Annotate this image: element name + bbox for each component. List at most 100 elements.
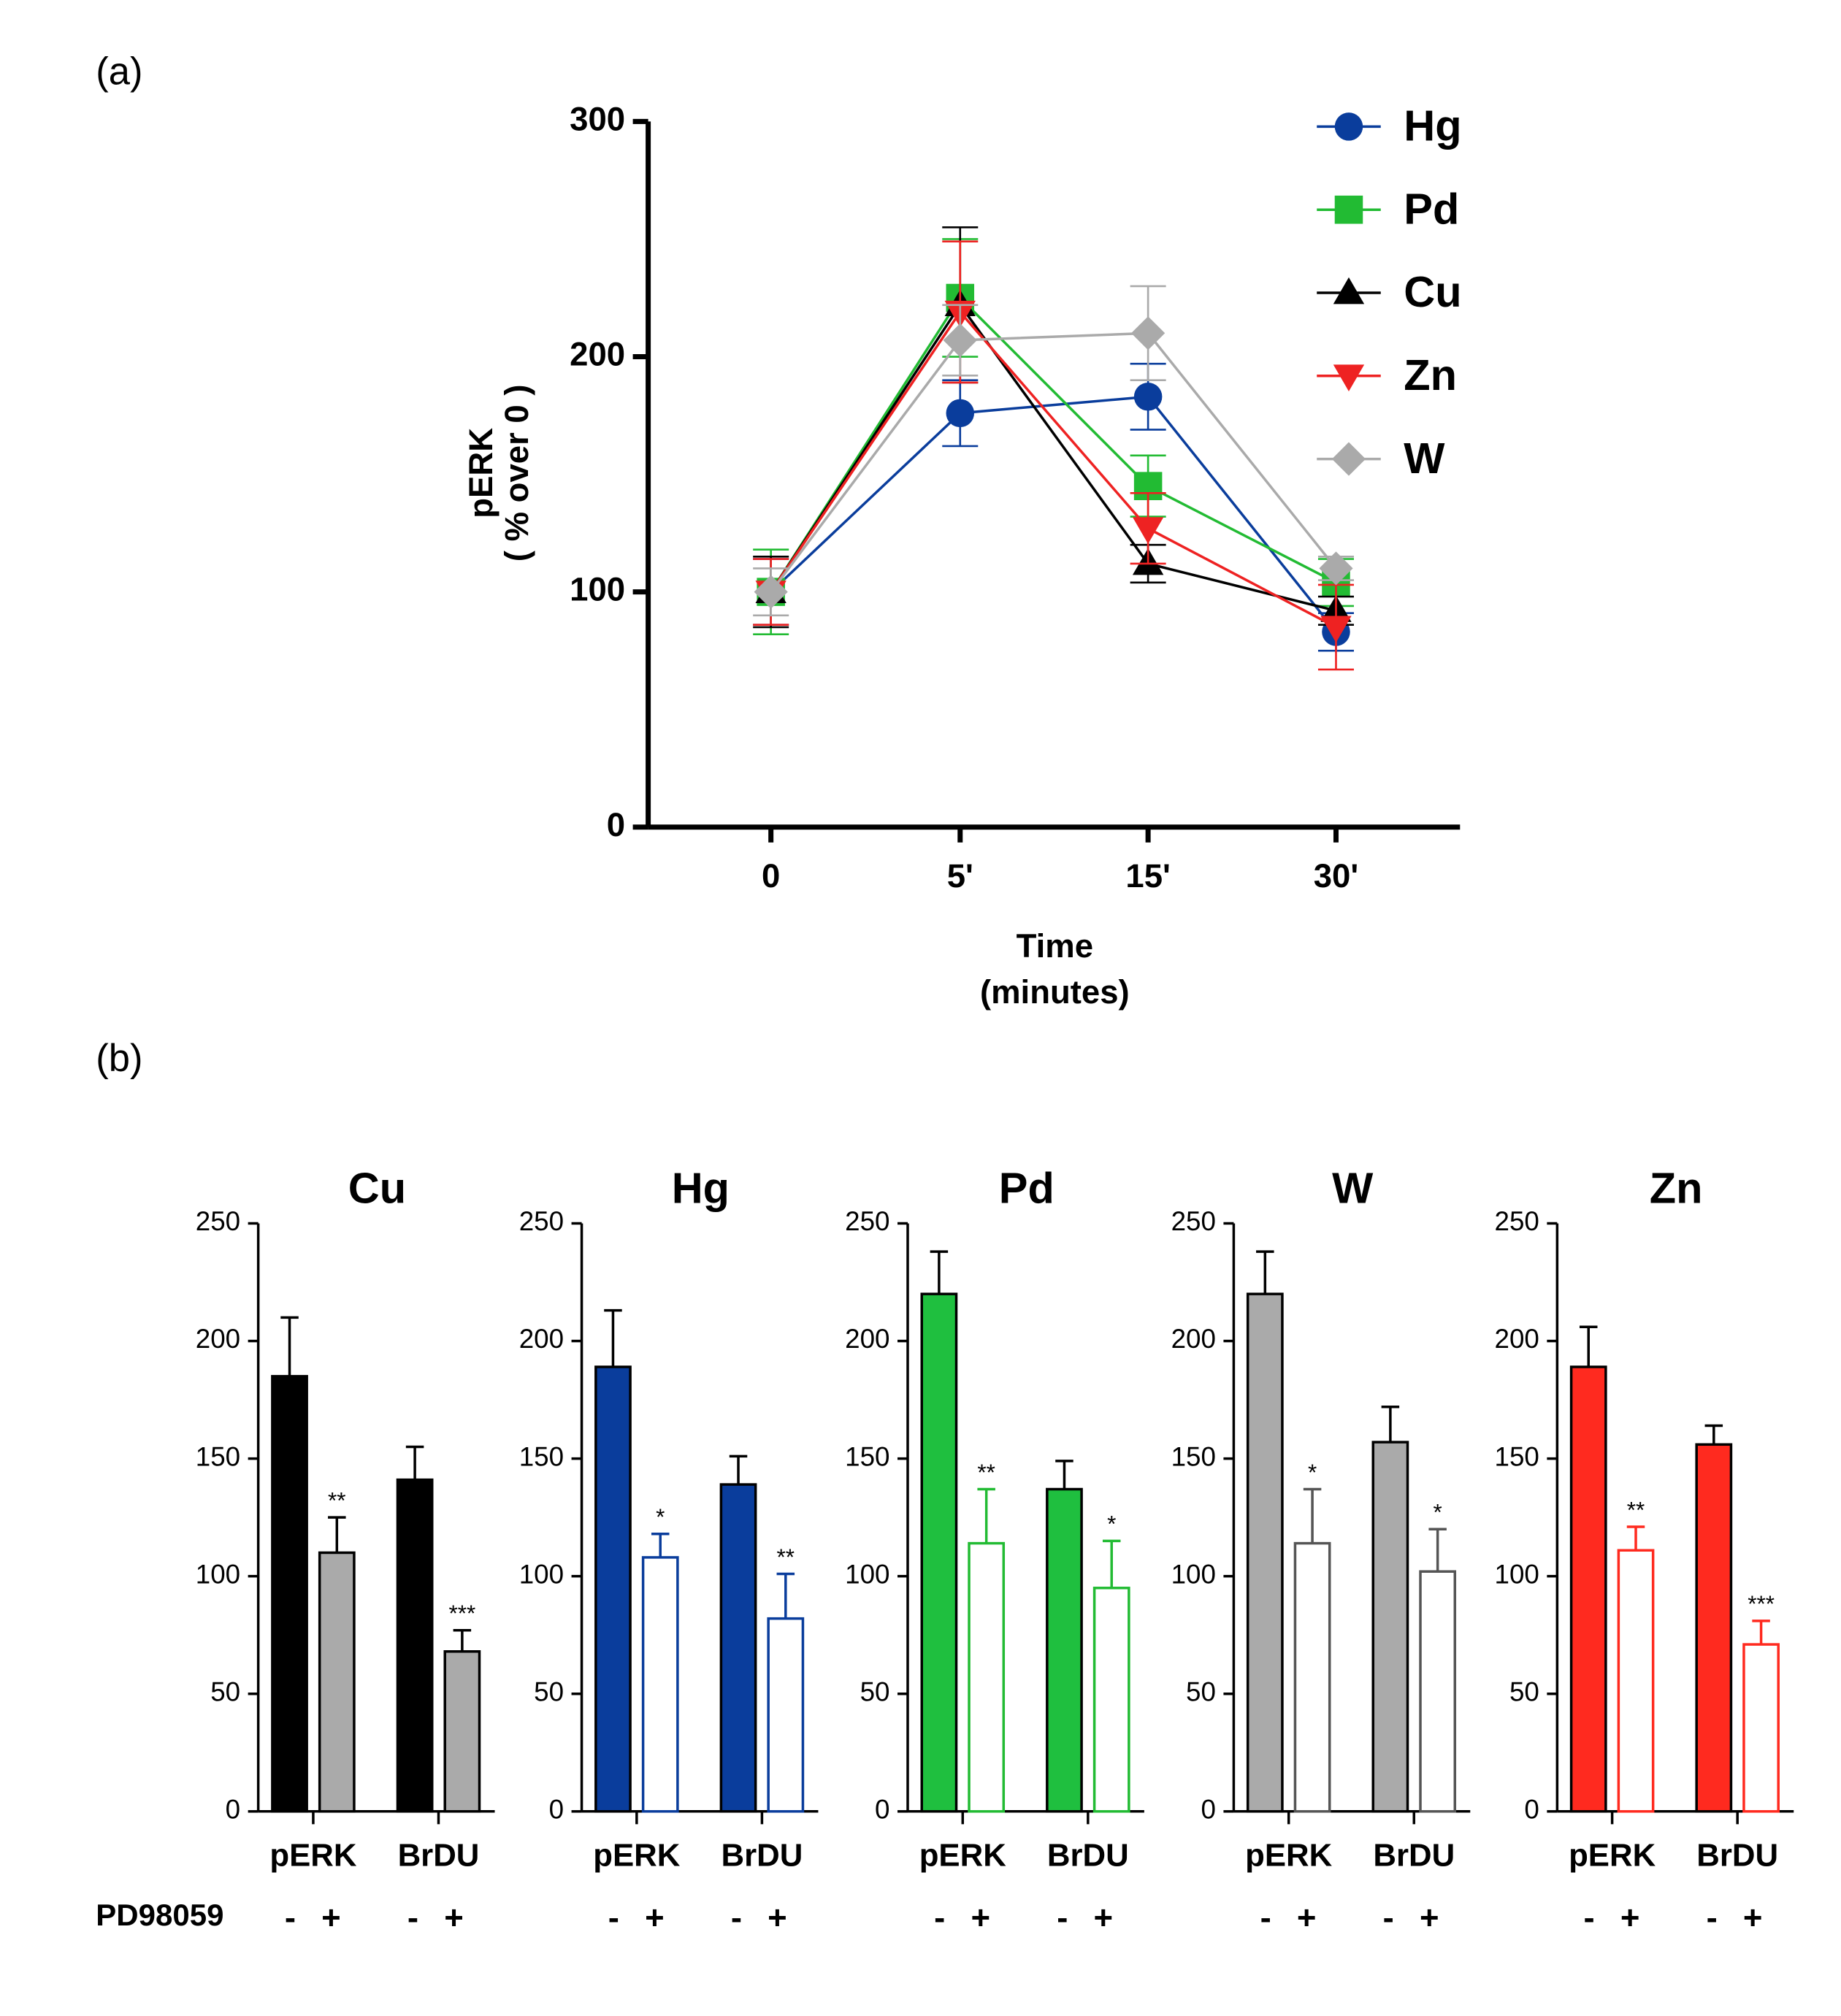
significance: *** (1748, 1590, 1775, 1617)
marker (1319, 551, 1353, 586)
y-tick-label: 250 (845, 1206, 889, 1236)
marker (1333, 277, 1365, 304)
y-tick-label: 0 (1524, 1795, 1539, 1825)
significance: ** (1627, 1496, 1645, 1522)
bar (1617, 1549, 1655, 1813)
y-tick-label: 100 (1171, 1559, 1216, 1589)
chart-title: Hg (672, 1163, 730, 1212)
marker (1133, 383, 1163, 411)
bar (594, 1365, 632, 1813)
x-tick-label: BrDU (1696, 1837, 1778, 1873)
y-tick-label: 150 (845, 1441, 889, 1471)
series-line (770, 310, 1337, 629)
x-tick-label: BrDU (1373, 1837, 1455, 1873)
significance: ** (328, 1487, 346, 1513)
marker (946, 399, 975, 428)
significance: * (1434, 1499, 1442, 1525)
treatment-sign: - (1383, 1899, 1394, 1936)
bar (641, 1556, 679, 1813)
treatment-sign: + (971, 1899, 990, 1936)
treatment-sign: - (731, 1899, 742, 1936)
x-tick-label: pERK (1245, 1837, 1333, 1873)
y-tick-label: 200 (196, 1324, 240, 1354)
y-tick-label: 200 (1495, 1324, 1539, 1354)
treatment-sign: + (1297, 1899, 1317, 1936)
y-tick-label: 100 (570, 571, 625, 608)
treatment-sign: + (768, 1899, 787, 1936)
y-tick-label: 150 (1171, 1441, 1216, 1471)
bar (443, 1650, 481, 1813)
bar (968, 1541, 1006, 1813)
treatment-sign: + (321, 1899, 341, 1936)
panel-label: (b) (96, 1037, 142, 1080)
marker (1132, 517, 1164, 544)
x-axis-label: Time (1017, 927, 1093, 965)
x-tick-label: 30' (1314, 857, 1358, 894)
significance: * (656, 1503, 665, 1530)
series-line (770, 395, 1337, 633)
bar (1742, 1643, 1780, 1813)
chart-title: Pd (999, 1163, 1055, 1212)
legend-label: Hg (1404, 101, 1461, 150)
bar (1293, 1541, 1331, 1813)
bar (1419, 1570, 1457, 1813)
legend-label: W (1404, 434, 1445, 483)
y-tick-label: 0 (875, 1795, 889, 1825)
y-tick-label: 200 (570, 336, 625, 373)
y-tick-label: 100 (1495, 1559, 1539, 1589)
y-tick-label: 300 (570, 100, 625, 137)
marker (1320, 616, 1352, 643)
y-tick-label: 50 (1509, 1676, 1539, 1706)
significance: *** (448, 1600, 475, 1626)
x-axis-label: (minutes) (980, 973, 1130, 1011)
bar (396, 1478, 434, 1813)
bar (1246, 1292, 1284, 1813)
x-tick-label: 15' (1125, 857, 1170, 894)
treatment-sign: - (1584, 1899, 1595, 1936)
series-line (770, 296, 1337, 593)
x-tick-label: 5' (947, 857, 973, 894)
treatment-sign: + (1420, 1899, 1439, 1936)
marker (1331, 442, 1366, 476)
y-tick-label: 250 (1171, 1206, 1216, 1236)
bar (1046, 1487, 1083, 1813)
y-tick-label: 50 (1186, 1676, 1216, 1706)
marker (1334, 112, 1363, 141)
y-tick-label: 50 (210, 1676, 240, 1706)
series-line (770, 331, 1337, 593)
significance: * (1107, 1511, 1116, 1537)
bar (719, 1483, 757, 1813)
panel-label: (a) (96, 50, 142, 93)
y-tick-label: 200 (845, 1324, 889, 1354)
bar (920, 1292, 958, 1813)
legend-label: Zn (1404, 350, 1457, 399)
bar (767, 1617, 805, 1813)
y-tick-label: 100 (519, 1559, 564, 1589)
treatment-sign: + (1743, 1899, 1763, 1936)
treatment-sign: + (645, 1899, 665, 1936)
x-tick-label: 0 (762, 857, 780, 894)
legend-label: Pd (1404, 184, 1459, 233)
bar (1695, 1443, 1733, 1813)
marker (1334, 195, 1363, 224)
y-tick-label: 0 (607, 806, 625, 843)
y-tick-label: 150 (519, 1441, 564, 1471)
y-tick-label: 250 (196, 1206, 240, 1236)
treatment-sign: - (608, 1899, 619, 1936)
chart-title: Zn (1650, 1163, 1703, 1212)
treatment-label: PD98059 (96, 1898, 223, 1932)
chart-title: Cu (348, 1163, 406, 1212)
treatment-sign: - (1707, 1899, 1718, 1936)
y-tick-label: 0 (1201, 1795, 1215, 1825)
x-tick-label: pERK (919, 1837, 1006, 1873)
y-tick-label: 150 (196, 1441, 240, 1471)
x-tick-label: BrDU (722, 1837, 803, 1873)
bar (1569, 1365, 1607, 1813)
bar (271, 1375, 308, 1813)
x-tick-label: BrDU (398, 1837, 480, 1873)
treatment-sign: + (444, 1899, 464, 1936)
significance: * (1308, 1459, 1317, 1485)
x-tick-label: BrDU (1047, 1837, 1129, 1873)
x-tick-label: pERK (593, 1837, 681, 1873)
